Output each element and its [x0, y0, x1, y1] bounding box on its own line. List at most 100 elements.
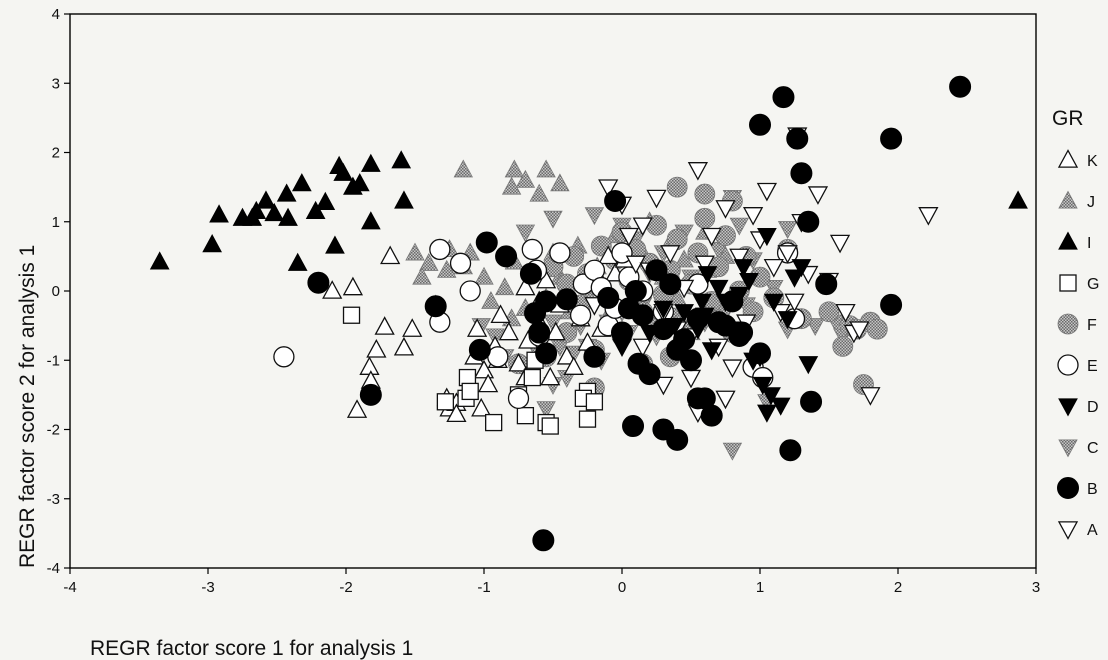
legend-title: GR — [1052, 107, 1084, 130]
data-point — [721, 290, 744, 313]
data-point — [622, 415, 645, 438]
data-point — [715, 390, 736, 410]
data-point — [532, 529, 555, 552]
data-point — [501, 176, 522, 195]
data-point — [405, 242, 425, 261]
data-point — [366, 339, 387, 358]
data-point — [779, 439, 802, 462]
data-point — [291, 173, 312, 192]
data-point — [584, 207, 605, 226]
series-i — [149, 150, 1028, 271]
data-point — [474, 266, 494, 285]
data-point — [543, 314, 563, 333]
data-point — [543, 210, 563, 229]
data-point — [786, 127, 809, 150]
legend-marker-g — [1059, 274, 1077, 292]
legend-marker-i — [1058, 231, 1078, 250]
legend-label-j: J — [1087, 194, 1095, 211]
data-point — [549, 242, 571, 264]
data-point — [772, 86, 795, 109]
data-point — [949, 75, 972, 98]
data-point — [466, 318, 488, 337]
data-point — [624, 280, 647, 302]
data-point — [507, 387, 530, 409]
data-point — [618, 227, 640, 247]
x-tick-label: 0 — [618, 579, 626, 596]
data-point — [763, 258, 784, 278]
data-point — [829, 234, 851, 254]
data-point — [508, 352, 529, 372]
data-point — [866, 318, 888, 340]
data-point — [918, 207, 939, 226]
y-tick-label: 1 — [52, 214, 60, 231]
y-tick-label: -3 — [47, 491, 60, 508]
series-b — [307, 75, 972, 552]
data-point — [700, 404, 723, 427]
data-point — [315, 191, 336, 210]
data-point — [757, 404, 777, 423]
data-point — [729, 217, 749, 236]
y-tick-label: -1 — [47, 352, 60, 369]
data-point — [264, 202, 285, 222]
legend-label-b: B — [1087, 481, 1098, 498]
data-point — [550, 173, 570, 192]
y-tick-label: -2 — [47, 422, 60, 439]
data-point — [540, 366, 561, 386]
data-point — [446, 403, 467, 423]
data-point — [495, 245, 518, 268]
series-d — [612, 227, 819, 423]
data-point — [360, 211, 381, 230]
data-point — [697, 266, 718, 285]
data-point — [276, 183, 297, 202]
data-point — [419, 252, 439, 271]
y-axis-title: REGR factor score 2 for analysis 1 — [16, 245, 39, 568]
data-point — [342, 276, 364, 296]
x-tick-label: -4 — [63, 579, 76, 596]
data-point — [246, 200, 267, 219]
data-point — [578, 410, 597, 428]
data-point — [715, 200, 736, 219]
data-point — [598, 179, 619, 198]
data-point — [209, 204, 229, 223]
data-point — [722, 359, 743, 379]
data-point — [459, 280, 481, 302]
data-point — [412, 266, 432, 285]
legend-label-d: D — [1087, 399, 1099, 416]
legend-label-c: C — [1087, 440, 1099, 457]
data-point — [256, 190, 276, 209]
data-point — [429, 238, 451, 261]
data-point — [687, 162, 709, 181]
plot-frame — [69, 13, 1037, 569]
data-point — [673, 328, 696, 351]
data-point — [790, 162, 813, 185]
data-point — [495, 277, 515, 296]
data-point — [545, 321, 566, 341]
data-point — [475, 231, 498, 254]
data-point — [202, 234, 223, 253]
data-point — [638, 363, 661, 386]
data-point — [278, 207, 298, 226]
y-tick-label: 0 — [52, 283, 60, 300]
data-point — [485, 413, 503, 432]
y-tick-label: 2 — [52, 145, 60, 162]
data-point — [360, 153, 381, 172]
data-point — [729, 248, 750, 268]
data-point — [449, 252, 472, 274]
data-point — [686, 307, 709, 330]
data-point — [481, 291, 501, 309]
data-point — [604, 189, 627, 212]
data-point — [701, 227, 722, 247]
data-point — [569, 304, 592, 326]
legend-marker-f — [1057, 313, 1079, 335]
x-tick-label: -1 — [477, 579, 490, 596]
data-point — [631, 304, 654, 327]
data-point — [807, 186, 829, 205]
data-point — [149, 251, 170, 270]
data-point — [770, 397, 791, 416]
data-point — [529, 183, 549, 202]
data-point — [585, 393, 604, 411]
data-point — [342, 306, 361, 324]
data-point — [791, 259, 812, 278]
